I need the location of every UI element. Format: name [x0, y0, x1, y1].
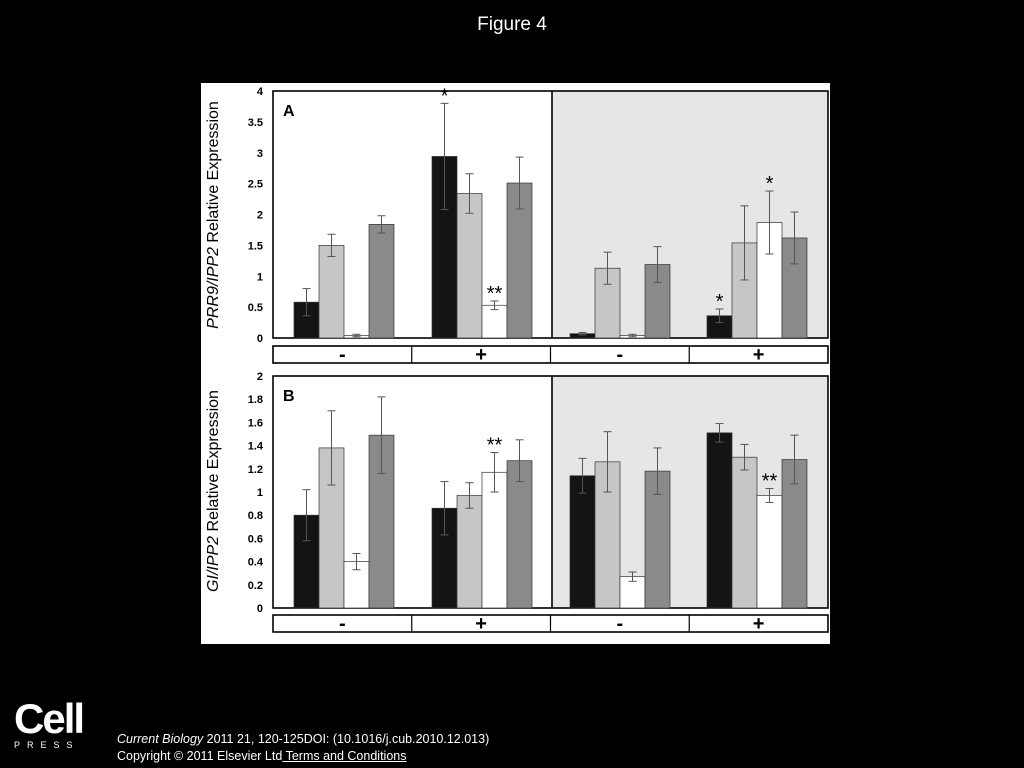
- citation-line: Current Biology 2011 21, 120-125DOI: (10…: [117, 731, 489, 748]
- y-tick-label: 4: [257, 86, 264, 98]
- journal-name: Current Biology: [117, 732, 204, 746]
- bar: [756, 495, 783, 609]
- significance-asterisk: **: [762, 471, 778, 493]
- y-tick-label: 1: [257, 271, 263, 283]
- bar: [506, 460, 533, 609]
- group-label: +: [753, 613, 765, 635]
- panel-label: A: [283, 103, 295, 120]
- bar: [368, 224, 395, 339]
- group-label: -: [617, 613, 624, 635]
- bar: [318, 245, 345, 339]
- bar: [481, 471, 508, 609]
- bar: [706, 432, 733, 609]
- bar: [731, 456, 758, 609]
- copyright-text: Copyright © 2011 Elsevier Ltd: [117, 749, 283, 763]
- bar: [456, 193, 483, 339]
- copyright-line: Copyright © 2011 Elsevier Ltd Terms and …: [117, 748, 489, 765]
- panel-b: B 0 0.2 0.4 0.6 0.8 1 1.2 1.4 1.6 1.8 2 GI/IPP2 Rela…: [205, 371, 829, 635]
- significance-asterisk: *: [716, 291, 724, 313]
- plot-border: [272, 90, 829, 339]
- y-tick-label: 0.6: [248, 533, 263, 545]
- significance-asterisk: **: [487, 435, 503, 457]
- group-label: -: [617, 344, 624, 366]
- y-tick-label: 0.2: [248, 580, 263, 592]
- y-tick-label: 0.8: [248, 510, 263, 522]
- y-axis-label-suffix: Relative Expression: [205, 101, 222, 247]
- group-label: +: [475, 613, 487, 635]
- y-axis-label-gene: GI/IPP2: [205, 536, 222, 592]
- group-label: +: [753, 344, 765, 366]
- y-axis-label: GI/IPP2 Relative Expression: [205, 390, 222, 592]
- y-tick-label: 0.4: [248, 557, 264, 569]
- figure-title: Figure 4: [477, 14, 547, 35]
- bar: [644, 470, 671, 609]
- bar: [481, 304, 508, 339]
- cell-press-logo: Cell PRESS: [14, 695, 86, 751]
- significance-asterisk: *: [441, 85, 449, 107]
- y-tick-label: 2: [257, 210, 263, 222]
- y-tick-label: 0: [257, 333, 263, 345]
- panel-a: A 0 0.5 1 1.5 2 2.5 3 3.5 4 PRR9/IPP2 Relative Exp…: [205, 85, 829, 366]
- logo-press: PRESS: [14, 740, 80, 750]
- significance-asterisk: *: [766, 173, 774, 195]
- group-label: -: [339, 613, 346, 635]
- bar: [456, 495, 483, 609]
- y-tick-label: 2.5: [248, 179, 263, 191]
- terms-link[interactable]: Terms and Conditions: [282, 749, 407, 763]
- y-tick-label: 1.4: [248, 441, 264, 453]
- y-tick-label: 1.2: [248, 464, 263, 476]
- significance-asterisk: **: [487, 283, 503, 305]
- y-tick-label: 1.8: [248, 394, 263, 406]
- bar: [569, 475, 596, 609]
- y-tick-label: 2: [257, 371, 263, 383]
- y-axis-label-suffix: Relative Expression: [205, 390, 222, 536]
- group-label: -: [339, 344, 346, 366]
- y-tick-label: 0: [257, 603, 263, 615]
- y-axis-label: PRR9/IPP2 Relative Expression: [205, 101, 222, 329]
- group-label: +: [475, 344, 487, 366]
- bar: [619, 576, 646, 609]
- citation: Current Biology 2011 21, 120-125DOI: (10…: [117, 731, 489, 765]
- plot-border: [272, 375, 829, 609]
- logo-word: Cell: [14, 695, 85, 742]
- y-tick-label: 3.5: [248, 117, 263, 129]
- panel-label: B: [283, 388, 295, 405]
- y-tick-label: 0.5: [248, 302, 263, 314]
- y-tick-label: 3: [257, 148, 263, 160]
- y-tick-label: 1: [257, 487, 263, 499]
- y-tick-label: 1.6: [248, 417, 263, 429]
- citation-details: 2011 21, 120-125DOI: (10.1016/j.cub.2010…: [203, 732, 490, 746]
- y-tick-label: 1.5: [248, 240, 263, 252]
- y-axis-label-gene: PRR9/IPP2: [205, 247, 222, 329]
